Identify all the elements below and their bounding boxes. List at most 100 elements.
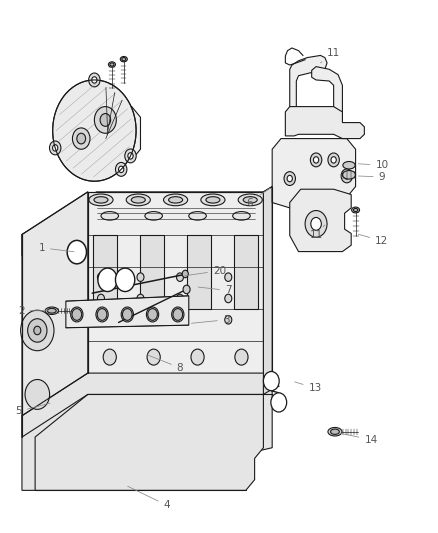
Polygon shape [187, 235, 211, 309]
Circle shape [94, 107, 116, 133]
Circle shape [97, 309, 106, 320]
Text: 14: 14 [340, 433, 377, 445]
Circle shape [72, 128, 90, 149]
Ellipse shape [88, 194, 113, 206]
Circle shape [34, 326, 41, 335]
Circle shape [310, 217, 321, 230]
Polygon shape [285, 107, 364, 139]
Ellipse shape [145, 212, 162, 220]
Ellipse shape [108, 62, 115, 67]
Ellipse shape [110, 63, 114, 66]
Circle shape [270, 393, 286, 412]
Ellipse shape [131, 197, 145, 203]
Ellipse shape [95, 307, 108, 322]
Ellipse shape [121, 58, 125, 61]
Ellipse shape [188, 212, 206, 220]
Circle shape [137, 273, 144, 281]
Polygon shape [263, 187, 272, 394]
Ellipse shape [201, 194, 224, 206]
Ellipse shape [101, 212, 118, 220]
Polygon shape [311, 67, 342, 134]
Circle shape [137, 294, 144, 303]
Text: 4: 4 [127, 486, 170, 510]
Circle shape [115, 163, 127, 176]
Polygon shape [88, 192, 263, 394]
Polygon shape [22, 192, 88, 437]
Text: 6: 6 [245, 188, 269, 207]
Ellipse shape [94, 197, 108, 203]
Text: 7: 7 [198, 286, 231, 295]
Ellipse shape [232, 212, 250, 220]
Polygon shape [22, 192, 272, 266]
Ellipse shape [126, 194, 150, 206]
Circle shape [53, 80, 136, 181]
Circle shape [124, 149, 136, 163]
Circle shape [340, 169, 352, 183]
Polygon shape [233, 235, 258, 309]
Ellipse shape [243, 197, 257, 203]
Polygon shape [66, 296, 188, 328]
Circle shape [224, 273, 231, 281]
Polygon shape [289, 55, 326, 107]
Ellipse shape [120, 56, 127, 62]
Text: 8: 8 [147, 355, 183, 373]
Text: 1: 1 [38, 243, 74, 253]
Circle shape [122, 309, 132, 320]
Circle shape [176, 294, 183, 303]
Circle shape [234, 349, 247, 365]
Circle shape [28, 319, 47, 342]
Circle shape [137, 316, 144, 324]
Circle shape [191, 349, 204, 365]
Ellipse shape [146, 307, 159, 322]
Circle shape [98, 268, 117, 292]
Circle shape [127, 152, 133, 159]
Circle shape [67, 240, 86, 264]
Text: 2: 2 [18, 306, 48, 316]
Polygon shape [22, 373, 272, 490]
Circle shape [263, 372, 279, 391]
Text: 11: 11 [309, 225, 324, 239]
Polygon shape [140, 235, 164, 309]
Circle shape [88, 73, 100, 87]
Text: 9: 9 [357, 172, 385, 182]
Circle shape [283, 172, 295, 185]
Circle shape [176, 316, 183, 324]
Ellipse shape [351, 207, 359, 213]
Ellipse shape [47, 308, 56, 313]
Circle shape [103, 349, 116, 365]
Circle shape [182, 270, 188, 278]
Circle shape [118, 166, 124, 173]
Circle shape [97, 294, 104, 303]
Circle shape [25, 379, 49, 409]
Circle shape [313, 157, 318, 163]
Ellipse shape [237, 194, 262, 206]
Circle shape [97, 273, 104, 281]
Circle shape [173, 309, 182, 320]
Circle shape [97, 316, 104, 324]
Text: 20: 20 [184, 266, 226, 276]
Circle shape [183, 285, 190, 294]
Circle shape [72, 309, 81, 320]
Circle shape [286, 175, 292, 182]
Circle shape [77, 133, 85, 144]
Ellipse shape [71, 307, 83, 322]
Ellipse shape [121, 307, 133, 322]
Circle shape [21, 310, 54, 351]
Text: 12: 12 [357, 234, 388, 246]
Circle shape [343, 173, 349, 179]
Ellipse shape [45, 307, 58, 314]
Ellipse shape [353, 208, 357, 212]
Ellipse shape [171, 307, 184, 322]
Circle shape [115, 268, 134, 292]
Ellipse shape [327, 427, 341, 436]
Ellipse shape [168, 197, 182, 203]
Circle shape [224, 316, 231, 324]
Polygon shape [93, 235, 117, 309]
Circle shape [53, 144, 58, 151]
Circle shape [304, 211, 326, 237]
Polygon shape [66, 101, 140, 165]
Circle shape [147, 309, 157, 320]
Circle shape [147, 349, 160, 365]
Circle shape [330, 157, 336, 163]
Ellipse shape [205, 197, 219, 203]
